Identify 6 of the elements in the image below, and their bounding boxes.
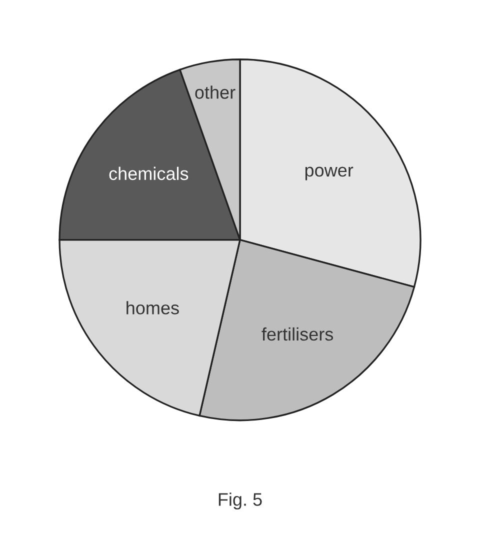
- slice-label: chemicals: [109, 166, 188, 180]
- caption: Fig. 5: [218, 492, 262, 510]
- slice-label: other: [195, 86, 236, 99]
- slice-label: power: [305, 166, 354, 180]
- slice-label: homes: [126, 301, 179, 314]
- slice-label: fertilisers: [262, 327, 334, 341]
